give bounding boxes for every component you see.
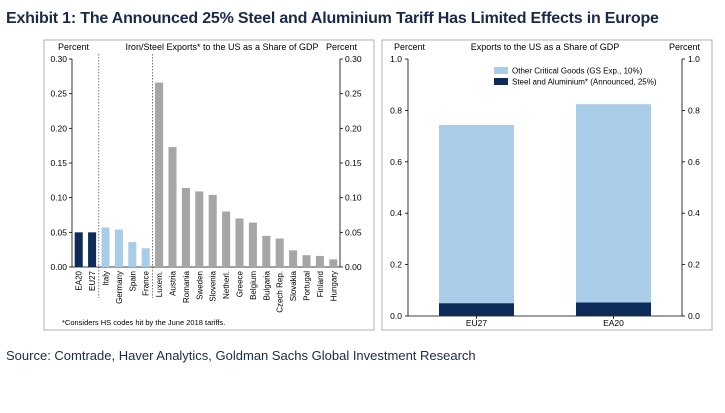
left-ytick-label: 0.05: [50, 227, 67, 237]
left-xtick-label: Italy: [102, 271, 111, 286]
right-xtick-label: EU27: [466, 318, 488, 328]
legend-swatch: [494, 67, 508, 74]
right-ylabel-left: Percent: [394, 42, 426, 52]
right-ytick-label-right: 1.0: [688, 54, 700, 64]
left-xtick-label: Luxem.: [155, 271, 164, 297]
left-xtick-label: France: [142, 270, 151, 295]
left-bar: [289, 250, 298, 267]
left-footnote: *Considers HS codes hit by the June 2018…: [62, 318, 225, 327]
left-bar: [329, 259, 338, 267]
right-ytick-label: 0.2: [390, 260, 402, 270]
right-chart-title: Exports to the US as a Share of GDP: [471, 42, 620, 52]
left-bar: [181, 187, 190, 267]
right-panel-frame: [381, 39, 713, 331]
left-xtick-label: Hungary: [329, 271, 338, 301]
left-xtick-label: Slovenia: [209, 270, 218, 301]
source-note: Source: Comtrade, Haver Analytics, Goldm…: [6, 348, 476, 363]
right-ytick-label: 0.0: [390, 311, 402, 321]
left-ytick-label-right: 0.15: [345, 158, 362, 168]
right-ytick-label-right: 0.4: [688, 208, 700, 218]
right-ytick-label-right: 0.2: [688, 260, 700, 270]
right-bar-other: [439, 125, 514, 304]
legend-label: Steel and Aluminium* (Announced, 25%): [512, 78, 657, 87]
left-bar: [128, 242, 137, 267]
left-ytick-label-right: 0.05: [345, 227, 362, 237]
exhibit-title: Exhibit 1: The Announced 25% Steel and A…: [6, 10, 659, 27]
left-bar: [208, 194, 217, 267]
left-bar: [141, 248, 150, 267]
left-bar: [262, 235, 271, 267]
right-ytick-label: 0.8: [390, 105, 402, 115]
left-ylabel-left: Percent: [58, 42, 90, 52]
left-bar: [101, 227, 110, 267]
left-xtick-label: Belgium: [249, 271, 258, 300]
right-ytick-label: 1.0: [390, 54, 402, 64]
left-ytick-label-right: 0.20: [345, 123, 362, 133]
left-bar: [315, 255, 324, 267]
right-ytick-label: 0.6: [390, 157, 402, 167]
left-ytick-label-right: 0.00: [345, 262, 362, 272]
left-xtick-label: Spain: [128, 271, 137, 291]
left-xtick-label: EA20: [75, 270, 84, 290]
left-bar: [168, 147, 177, 267]
right-ylabel-right: Percent: [669, 42, 701, 52]
right-bar-other: [576, 104, 651, 303]
left-ytick-label: 0.15: [50, 158, 67, 168]
left-ytick-label: 0.10: [50, 193, 67, 203]
legend-label: Other Critical Goods (GS Exp., 10%): [512, 67, 643, 76]
left-xtick-label: Romania: [182, 270, 191, 303]
right-bar-steel: [576, 302, 651, 316]
left-xtick-label: Germany: [115, 271, 124, 304]
left-xtick-label: Portugal: [303, 271, 312, 301]
left-xtick-label: Greece: [236, 270, 245, 297]
left-bar: [155, 82, 164, 267]
left-xtick-label: Bulgaria: [262, 270, 271, 300]
left-bar: [88, 232, 97, 267]
legend-swatch: [494, 78, 508, 85]
left-ytick-label: 0.00: [50, 262, 67, 272]
left-bar: [195, 191, 204, 267]
left-bar: [222, 211, 231, 267]
left-bar: [114, 229, 123, 267]
left-xtick-label: EU27: [88, 270, 97, 291]
right-ytick-label-right: 0.8: [688, 105, 700, 115]
left-ytick-label: 0.30: [50, 54, 67, 64]
right-bar-steel: [439, 303, 514, 316]
left-panel-frame: [43, 39, 375, 331]
left-ylabel-right: Percent: [326, 42, 358, 52]
right-xtick-label: EA20: [603, 318, 624, 328]
right-ytick-label-right: 0.0: [688, 311, 700, 321]
right-ytick-label-right: 0.6: [688, 157, 700, 167]
left-bar: [74, 232, 83, 267]
left-ytick-label-right: 0.25: [345, 89, 362, 99]
left-xtick-label: Czech Rep.: [276, 271, 285, 313]
left-ytick-label: 0.25: [50, 89, 67, 99]
right-ytick-label: 0.4: [390, 208, 402, 218]
left-bar: [235, 218, 244, 267]
left-bar: [275, 238, 284, 267]
left-xtick-label: Finland: [316, 271, 325, 297]
left-ytick-label: 0.20: [50, 123, 67, 133]
left-ytick-label-right: 0.10: [345, 193, 362, 203]
left-ytick-label-right: 0.30: [345, 54, 362, 64]
left-bar: [302, 255, 311, 267]
left-chart-title: Iron/Steel Exports* to the US as a Share…: [125, 42, 318, 52]
left-xtick-label: Sweden: [195, 271, 204, 300]
left-xtick-label: Slovakia: [289, 270, 298, 301]
left-xtick-label: Austria: [169, 270, 178, 295]
left-xtick-label: Netherl.: [222, 271, 231, 299]
left-bar: [248, 222, 257, 267]
